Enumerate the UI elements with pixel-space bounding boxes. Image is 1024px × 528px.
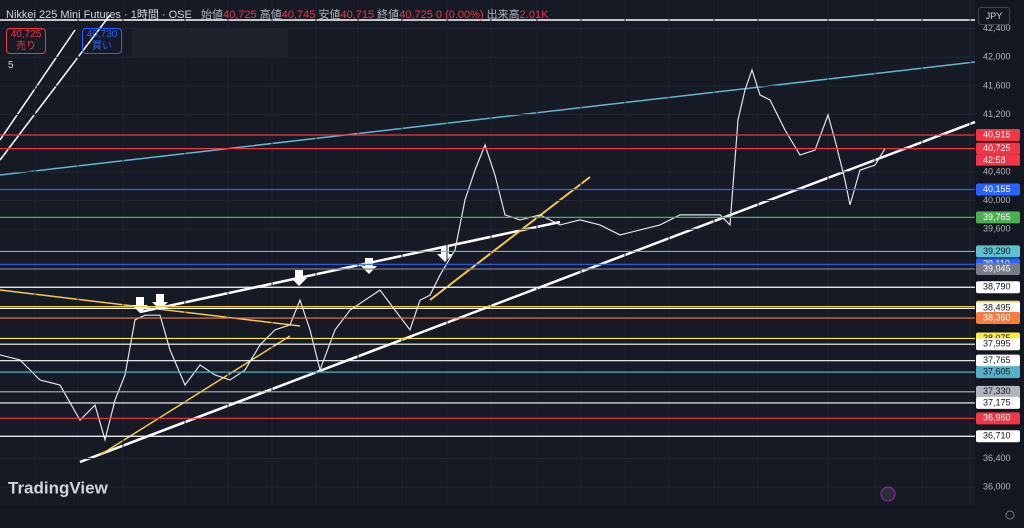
level-tag bbox=[976, 302, 1020, 315]
open: 40,725 bbox=[223, 9, 257, 21]
low-label: 安値 bbox=[318, 9, 341, 21]
y-tick-label: 36,400 bbox=[983, 453, 1011, 463]
replay-icon[interactable] bbox=[880, 486, 896, 502]
y-tick-label: 41,600 bbox=[983, 80, 1011, 90]
countdown: 42:58 bbox=[983, 155, 1006, 165]
y-tick-label: 36,000 bbox=[983, 481, 1011, 491]
open-label: 始値 bbox=[201, 9, 224, 21]
level-tag bbox=[976, 183, 1020, 196]
level-label: 38,360 bbox=[983, 312, 1011, 322]
level-tag bbox=[976, 142, 1020, 155]
level-label: 39,045 bbox=[983, 263, 1011, 273]
high-label: 高値 bbox=[259, 9, 282, 21]
level-label: 37,605 bbox=[983, 366, 1011, 376]
level-label: 40,155 bbox=[983, 184, 1011, 194]
trend-line bbox=[0, 29, 76, 141]
level-label: 40,915 bbox=[983, 129, 1011, 139]
level-label: 39,290 bbox=[983, 246, 1011, 256]
level-tag bbox=[976, 338, 1020, 351]
trend-line bbox=[79, 120, 976, 464]
level-label: 40,725 bbox=[983, 143, 1011, 153]
y-tick-label: 42,000 bbox=[983, 52, 1011, 62]
symbol: Nikkei 225 Mini Futures · 1時間 · OSE bbox=[6, 9, 192, 21]
sell-price: 40,725 bbox=[10, 29, 42, 40]
level-tag bbox=[976, 385, 1020, 398]
level-label: 37,175 bbox=[983, 397, 1011, 407]
buy-text: 買い bbox=[92, 41, 112, 52]
currency[interactable]: JPY bbox=[978, 7, 1010, 25]
sell-text: 売り bbox=[16, 41, 36, 52]
trend-line bbox=[0, 14, 111, 161]
level-tag bbox=[976, 366, 1020, 379]
symbol-header: Nikkei 225 Mini Futures · 1時間 · OSE 始値40… bbox=[6, 6, 548, 22]
trend-line bbox=[0, 61, 976, 176]
countdown-tag bbox=[976, 154, 1020, 166]
y-tick-label: 40,400 bbox=[983, 166, 1011, 176]
level-tag bbox=[976, 281, 1020, 294]
trend-line bbox=[429, 176, 591, 301]
level-label: 37,330 bbox=[983, 386, 1011, 396]
level-tag bbox=[976, 312, 1020, 325]
level-tag bbox=[976, 354, 1020, 367]
volume: 2.01K bbox=[519, 9, 549, 21]
close-label: 終値 bbox=[377, 9, 400, 21]
close: 40,725 bbox=[399, 9, 433, 21]
level-tag bbox=[976, 412, 1020, 425]
brand: TradingView bbox=[8, 478, 109, 497]
level-tag bbox=[976, 129, 1020, 142]
y-tick-label: 41,200 bbox=[983, 109, 1011, 119]
drawing-toolbar[interactable] bbox=[132, 28, 288, 58]
level-label: 36,710 bbox=[983, 431, 1011, 441]
level-tag bbox=[976, 430, 1020, 443]
y-tick-label: 40,000 bbox=[983, 195, 1011, 205]
plot-bg bbox=[0, 0, 975, 505]
time-axis-bg bbox=[0, 505, 1024, 528]
trend-line bbox=[139, 220, 561, 314]
level-tag bbox=[976, 245, 1020, 258]
indicator-count[interactable]: 5 bbox=[8, 60, 14, 71]
low: 40,715 bbox=[340, 9, 375, 21]
level-label: 37,765 bbox=[983, 355, 1011, 365]
change: 0 (0.00%) bbox=[435, 9, 484, 21]
volume-label: 出来高 bbox=[486, 9, 520, 21]
level-label: 38,495 bbox=[983, 303, 1011, 313]
settings-icon[interactable] bbox=[1005, 510, 1015, 520]
y-tick-label: 39,600 bbox=[983, 224, 1011, 234]
sell-button[interactable]: 40,725 売り bbox=[6, 28, 46, 54]
buy-button[interactable]: 40,730 買い bbox=[82, 28, 122, 54]
high: 40,745 bbox=[281, 9, 316, 21]
level-label: 38,075 bbox=[983, 333, 1011, 343]
level-tag bbox=[976, 211, 1020, 224]
level-tag bbox=[976, 262, 1020, 275]
level-label: 38,790 bbox=[983, 282, 1011, 292]
price-line bbox=[0, 67, 886, 443]
level-label: 37,995 bbox=[983, 339, 1011, 349]
buy-price: 40,730 bbox=[86, 29, 118, 40]
arrow-markers bbox=[132, 246, 453, 313]
level-tag bbox=[976, 396, 1020, 409]
y-tick-label: 42,400 bbox=[983, 23, 1011, 33]
trend-line bbox=[99, 335, 291, 456]
level-label: 36,960 bbox=[983, 413, 1011, 423]
level-label: 39,765 bbox=[983, 212, 1011, 222]
